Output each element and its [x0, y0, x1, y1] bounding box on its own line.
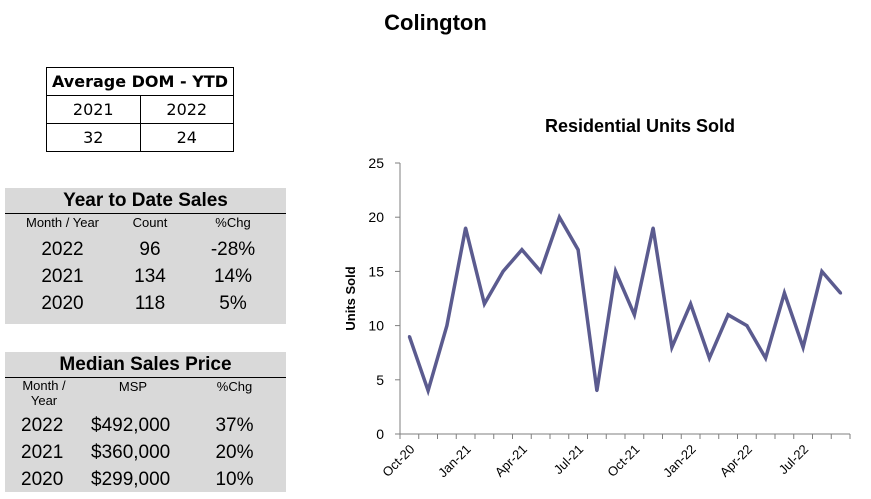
msp-year: 2022: [21, 415, 64, 436]
x-tick-label: Oct-20: [379, 442, 417, 480]
units-sold-chart: Residential Units Sold 0 5 10 15 20 25 Oct-20 Ja…: [343, 116, 851, 481]
dom-year-cell: 2022: [139, 95, 234, 124]
x-tick-label: Jan-21: [435, 442, 474, 481]
data-point: [745, 324, 749, 328]
ytd-year: 2020: [41, 293, 84, 314]
data-point: [501, 269, 505, 273]
data-point: [482, 302, 486, 306]
median-price-panel: Median Sales Price Month / Year MSP %Chg…: [5, 352, 286, 492]
data-point: [820, 269, 824, 273]
data-point: [464, 226, 468, 230]
x-tick-label: Apr-21: [492, 442, 530, 480]
data-point: [632, 313, 636, 317]
median-price-title: Median Sales Price: [5, 352, 286, 378]
data-point: [670, 345, 674, 349]
data-point: [726, 313, 730, 317]
col-header: Month / Year: [26, 215, 99, 230]
ytd-row: 2021 134 14%: [5, 263, 286, 290]
data-point: [426, 389, 430, 393]
msp-row: 2020 $299,000 10%: [5, 466, 286, 493]
dom-table-header: Average DOM - YTD: [46, 67, 234, 96]
data-point: [557, 215, 561, 219]
data-point: [445, 324, 449, 328]
ytd-change: -28%: [210, 239, 256, 260]
data-point: [764, 356, 768, 360]
dom-value-cell: 32: [46, 123, 141, 152]
data-point: [407, 334, 411, 338]
ytd-row: 2022 96 -28%: [5, 236, 286, 263]
chart-title: Residential Units Sold: [545, 116, 735, 136]
col-header: %Chg: [215, 215, 251, 230]
average-dom-table: Average DOM - YTD 2021 2022 32 24: [46, 67, 234, 152]
ytd-change: 14%: [213, 266, 253, 287]
msp-row: 2022 $492,000 37%: [5, 412, 286, 439]
data-point: [614, 269, 618, 273]
msp-change: 10%: [215, 469, 254, 490]
col-header: %Chg: [216, 379, 253, 394]
data-point: [651, 226, 655, 230]
ytd-header-row: Month / Year Count %Chg: [5, 214, 286, 236]
data-point: [520, 248, 524, 252]
y-axis-label: Units Sold: [343, 266, 358, 330]
x-tick-label: Jul-22: [776, 442, 812, 478]
msp-header-row: Month / Year MSP %Chg: [5, 378, 286, 412]
data-point: [839, 291, 843, 295]
y-tick-label: 0: [376, 426, 384, 442]
y-tick-label: 5: [376, 372, 384, 388]
y-tick-label: 15: [368, 263, 384, 279]
data-point: [801, 345, 805, 349]
col-header: Count: [132, 215, 168, 230]
x-tick-label: Jul-21: [551, 442, 587, 478]
ytd-sales-title: Year to Date Sales: [5, 188, 286, 214]
ytd-year: 2021: [41, 266, 84, 287]
x-tick-label: Apr-22: [717, 442, 755, 480]
msp-year: 2020: [21, 469, 64, 490]
series-line: [407, 213, 842, 397]
ytd-change: 5%: [219, 293, 247, 314]
dom-value-cell: 24: [139, 123, 234, 152]
y-tick-label: 25: [368, 155, 384, 171]
msp-price: $360,000: [91, 442, 171, 463]
data-point: [576, 248, 580, 252]
data-point: [689, 302, 693, 306]
col-header: Month / Year: [22, 378, 66, 408]
ytd-sales-panel: Year to Date Sales Month / Year Count %C…: [5, 188, 286, 324]
y-tick-label: 20: [368, 209, 384, 225]
x-tick-label: Oct-21: [604, 442, 642, 480]
x-tick-label: Jan-22: [660, 442, 699, 481]
ytd-count: 134: [134, 266, 166, 287]
y-tick-label: 10: [368, 318, 384, 334]
msp-change: 37%: [215, 415, 254, 436]
ytd-year: 2022: [41, 239, 84, 260]
msp-change: 20%: [215, 442, 254, 463]
col-header: MSP: [118, 379, 148, 394]
msp-price: $492,000: [91, 415, 171, 436]
data-point: [707, 356, 711, 360]
ytd-count: 118: [134, 293, 166, 314]
data-point: [539, 269, 543, 273]
msp-row: 2021 $360,000 20%: [5, 439, 286, 466]
data-point: [595, 389, 599, 393]
msp-price: $299,000: [91, 469, 171, 490]
msp-year: 2021: [21, 442, 64, 463]
ytd-row: 2020 118 5%: [5, 290, 286, 317]
page-title: Colington: [384, 10, 487, 35]
dom-year-cell: 2021: [46, 95, 141, 124]
data-point: [782, 291, 786, 295]
ytd-count: 96: [139, 239, 161, 260]
